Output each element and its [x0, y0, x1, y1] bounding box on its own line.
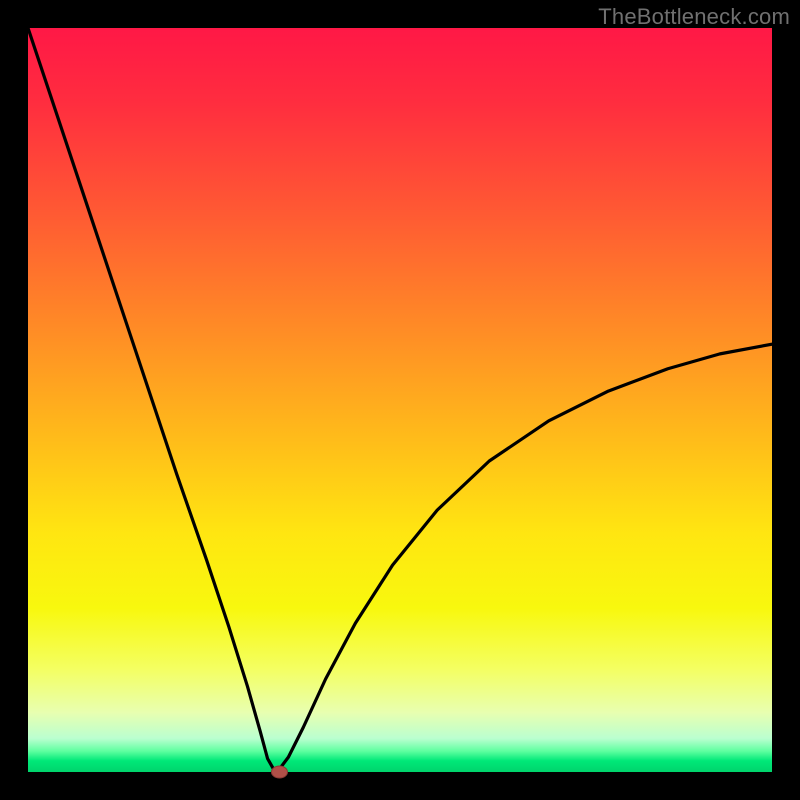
- chart-svg: [0, 0, 800, 800]
- watermark-text: TheBottleneck.com: [598, 4, 790, 30]
- plot-background: [28, 28, 772, 772]
- minimum-marker: [271, 766, 287, 778]
- chart-container: TheBottleneck.com: [0, 0, 800, 800]
